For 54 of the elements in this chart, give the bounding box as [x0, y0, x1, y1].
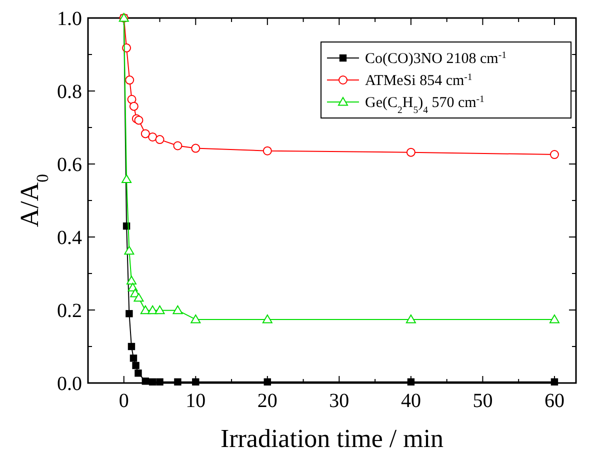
y-tick-label: 1.0 — [57, 8, 82, 30]
point — [134, 370, 142, 377]
point — [132, 362, 140, 370]
legend-label: ATMeSi 854 cm$^{-1}$ — [365, 72, 472, 89]
x-tick-label: 60 — [544, 390, 564, 412]
x-axis-title: Irradiation time / min — [220, 424, 444, 453]
y-tick-label: 0.8 — [57, 81, 82, 103]
x-tick-label: 50 — [472, 390, 493, 412]
point — [142, 378, 150, 385]
point — [550, 378, 558, 386]
point — [134, 292, 144, 302]
point — [550, 150, 559, 160]
x-tick-label: 20 — [257, 390, 278, 412]
point — [126, 276, 136, 284]
point — [191, 144, 200, 153]
point — [262, 146, 272, 156]
point — [148, 378, 156, 386]
y-tick-label: 0.6 — [57, 154, 82, 176]
point — [126, 310, 133, 318]
point — [134, 116, 144, 125]
x-tick-label: 0 — [118, 390, 129, 412]
point — [174, 378, 182, 386]
point — [407, 378, 415, 386]
point — [148, 132, 158, 142]
point — [190, 314, 201, 324]
point — [154, 305, 165, 314]
legend-label: Ge(C$_{2}$H$_{5}$)$_{4}$ 570 cm$^{-1}$ — [365, 94, 485, 116]
point — [155, 135, 164, 144]
point — [156, 378, 164, 386]
point — [129, 102, 138, 111]
legend-label: Co(CO)3NO 2108 cm$^{-1}$ — [365, 50, 507, 67]
point — [406, 148, 416, 157]
point — [128, 342, 136, 350]
point — [549, 314, 560, 324]
point — [125, 76, 134, 85]
point — [264, 378, 272, 386]
point — [127, 94, 136, 104]
y-tick-label: 0.4 — [57, 227, 82, 249]
point — [172, 305, 183, 314]
y-tick-label: 0.0 — [57, 373, 82, 395]
x-tick-label: 10 — [186, 390, 206, 412]
point — [140, 305, 150, 314]
point — [130, 354, 138, 362]
y-tick-label: 0.2 — [57, 300, 82, 322]
x-tick-label: 30 — [329, 390, 350, 412]
point — [262, 314, 272, 324]
point — [140, 129, 150, 138]
point — [406, 314, 416, 324]
point — [124, 246, 134, 255]
point — [148, 305, 158, 314]
x-tick-label: 40 — [400, 390, 421, 412]
point — [173, 141, 182, 150]
point — [192, 378, 200, 386]
point — [122, 174, 132, 184]
